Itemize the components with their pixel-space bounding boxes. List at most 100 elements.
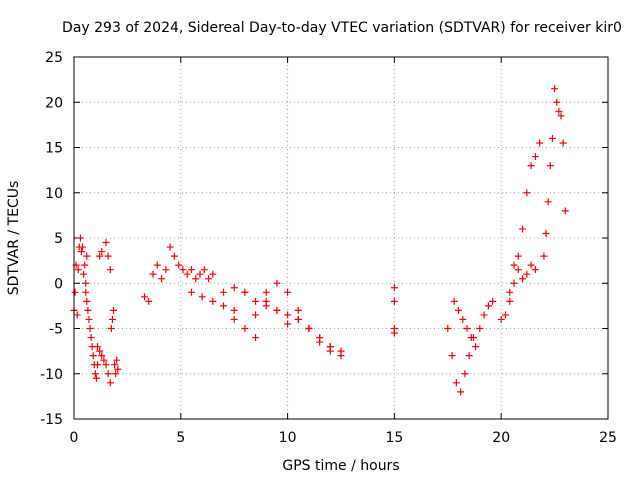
data-point bbox=[262, 302, 270, 310]
data-point bbox=[102, 239, 110, 247]
data-point bbox=[220, 302, 228, 310]
data-point bbox=[390, 297, 398, 305]
data-point bbox=[544, 198, 552, 206]
data-point bbox=[92, 374, 100, 382]
data-point bbox=[555, 107, 563, 115]
data-point bbox=[106, 379, 114, 387]
series-arc-early-1 bbox=[70, 234, 91, 319]
data-point bbox=[497, 315, 505, 323]
series-arc-early-2 bbox=[82, 279, 101, 382]
x-tick-label: 10 bbox=[279, 430, 297, 446]
data-point bbox=[284, 311, 292, 319]
data-point bbox=[149, 270, 157, 278]
data-point bbox=[162, 266, 170, 274]
data-point bbox=[559, 139, 567, 147]
series-arc-dusk bbox=[497, 139, 544, 323]
data-point bbox=[145, 297, 153, 305]
data-point bbox=[220, 288, 228, 296]
data-point bbox=[514, 266, 522, 274]
data-point bbox=[501, 311, 509, 319]
data-point bbox=[294, 306, 302, 314]
data-point bbox=[80, 270, 88, 278]
data-point bbox=[448, 352, 456, 360]
data-point bbox=[252, 334, 260, 342]
series-arc-midday-1 bbox=[187, 288, 345, 355]
data-point bbox=[230, 315, 238, 323]
data-point bbox=[140, 293, 148, 301]
data-point bbox=[192, 275, 200, 283]
data-point bbox=[102, 361, 110, 369]
data-point bbox=[104, 252, 112, 260]
data-point bbox=[158, 275, 166, 283]
data-point bbox=[484, 302, 492, 310]
data-point bbox=[112, 370, 120, 378]
data-point bbox=[77, 248, 85, 256]
y-tick-label: 15 bbox=[45, 141, 63, 157]
y-tick-label: 5 bbox=[54, 231, 63, 247]
data-point bbox=[467, 334, 475, 342]
data-point bbox=[523, 270, 531, 278]
data-point bbox=[100, 356, 108, 364]
data-point bbox=[551, 85, 559, 93]
series-arc-early-4 bbox=[96, 239, 114, 274]
data-point bbox=[230, 284, 238, 292]
series-arc-evening-1 bbox=[444, 325, 477, 396]
data-point bbox=[305, 325, 313, 332]
data-point bbox=[459, 315, 467, 323]
data-point bbox=[81, 261, 89, 269]
data-point bbox=[108, 315, 116, 323]
data-point bbox=[390, 329, 398, 337]
data-point bbox=[85, 315, 93, 323]
data-point bbox=[170, 252, 178, 260]
data-point bbox=[153, 261, 161, 269]
y-tick-label: 10 bbox=[45, 186, 63, 202]
data-point bbox=[93, 343, 101, 351]
data-point bbox=[519, 275, 527, 283]
data-point bbox=[166, 243, 174, 251]
data-point bbox=[450, 297, 458, 305]
grid-lines bbox=[74, 57, 608, 419]
data-point bbox=[457, 388, 465, 396]
x-tick-label: 5 bbox=[176, 430, 185, 446]
data-point bbox=[104, 370, 112, 378]
data-point bbox=[241, 288, 249, 296]
data-point bbox=[527, 261, 535, 269]
tick-labels: 0 5 10 15 20 25 -15 -10 -5 0 5 10 15 20 25 bbox=[40, 50, 617, 446]
data-point bbox=[561, 207, 569, 215]
y-tick-label: 0 bbox=[54, 276, 63, 292]
data-point bbox=[546, 162, 554, 170]
data-point bbox=[252, 311, 260, 319]
data-point bbox=[465, 352, 473, 360]
series-arc-midday-2 bbox=[230, 279, 345, 360]
data-point bbox=[196, 270, 204, 278]
y-tick-label: -15 bbox=[40, 412, 63, 428]
data-point bbox=[390, 284, 398, 292]
data-point bbox=[536, 139, 544, 147]
data-point bbox=[514, 252, 522, 260]
series-arc-afternoon bbox=[220, 284, 334, 351]
y-tick-label: 20 bbox=[45, 95, 63, 111]
data-point bbox=[444, 325, 452, 332]
x-tick-label: 0 bbox=[70, 430, 79, 446]
data-point bbox=[86, 325, 94, 332]
y-tick-label: 25 bbox=[45, 50, 63, 66]
data-point bbox=[294, 315, 302, 323]
data-point bbox=[241, 325, 249, 332]
data-point bbox=[209, 297, 217, 305]
data-point bbox=[106, 266, 114, 274]
data-point bbox=[83, 252, 91, 260]
data-point bbox=[463, 325, 471, 332]
data-point bbox=[107, 325, 115, 332]
y-tick-label: -10 bbox=[40, 367, 63, 383]
data-point bbox=[452, 379, 460, 387]
data-point bbox=[84, 306, 92, 314]
data-point bbox=[553, 98, 561, 106]
data-point bbox=[114, 365, 122, 373]
data-point bbox=[230, 306, 238, 314]
data-point bbox=[93, 361, 101, 369]
data-point bbox=[523, 189, 531, 197]
data-point bbox=[262, 288, 270, 296]
data-point bbox=[337, 352, 345, 360]
data-point bbox=[98, 352, 106, 360]
data-point bbox=[557, 112, 565, 120]
